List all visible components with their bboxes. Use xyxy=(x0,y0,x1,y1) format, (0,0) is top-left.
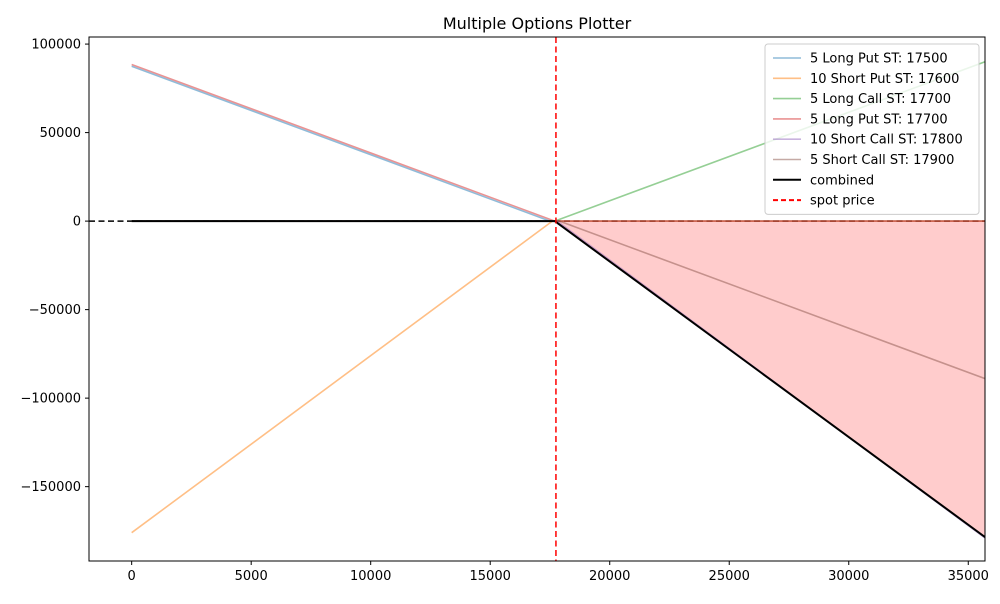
legend-label: combined xyxy=(810,173,874,188)
y-tick-label: −100000 xyxy=(20,392,81,407)
y-tick-label: 0 xyxy=(73,215,81,230)
legend-box xyxy=(764,43,980,215)
legend-label: 5 Long Put ST: 17700 xyxy=(810,112,948,127)
x-tick-label: 15000 xyxy=(470,569,511,584)
y-tick-label: 50000 xyxy=(40,126,81,141)
legend: 5 Long Put ST: 17500 10 Short Put ST: 176… xyxy=(764,43,980,215)
legend-label: 5 Long Call ST: 17700 xyxy=(810,92,951,107)
legend-label: 10 Short Put ST: 17600 xyxy=(810,72,959,87)
y-tick-label: −150000 xyxy=(20,480,81,495)
plot-clipped-group xyxy=(89,37,985,561)
x-tick-label: 0 xyxy=(128,569,136,584)
y-tick-label: −50000 xyxy=(29,303,81,318)
chart-title: Multiple Options Plotter xyxy=(443,14,632,33)
x-tick-label: 5000 xyxy=(235,569,268,584)
legend-label: spot price xyxy=(810,194,875,209)
legend-label: 10 Short Call ST: 17800 xyxy=(810,133,963,148)
plot-area xyxy=(89,37,985,561)
axes: 0 5000 10000 15000 20000 25000 30000 35000 10000… xyxy=(20,36,989,584)
x-tick-label: 25000 xyxy=(709,569,750,584)
series-line-7 xyxy=(131,220,985,538)
legend-label: 5 Short Call ST: 17900 xyxy=(810,153,954,168)
y-tick-label: 100000 xyxy=(31,38,81,53)
x-tick-label: 10000 xyxy=(350,569,391,584)
legend-label: 5 Long Put ST: 17500 xyxy=(810,52,948,67)
x-tick-label: 30000 xyxy=(828,569,869,584)
x-tick-label: 35000 xyxy=(948,569,989,584)
plot-frame xyxy=(88,36,986,562)
x-tick-label: 20000 xyxy=(589,569,630,584)
